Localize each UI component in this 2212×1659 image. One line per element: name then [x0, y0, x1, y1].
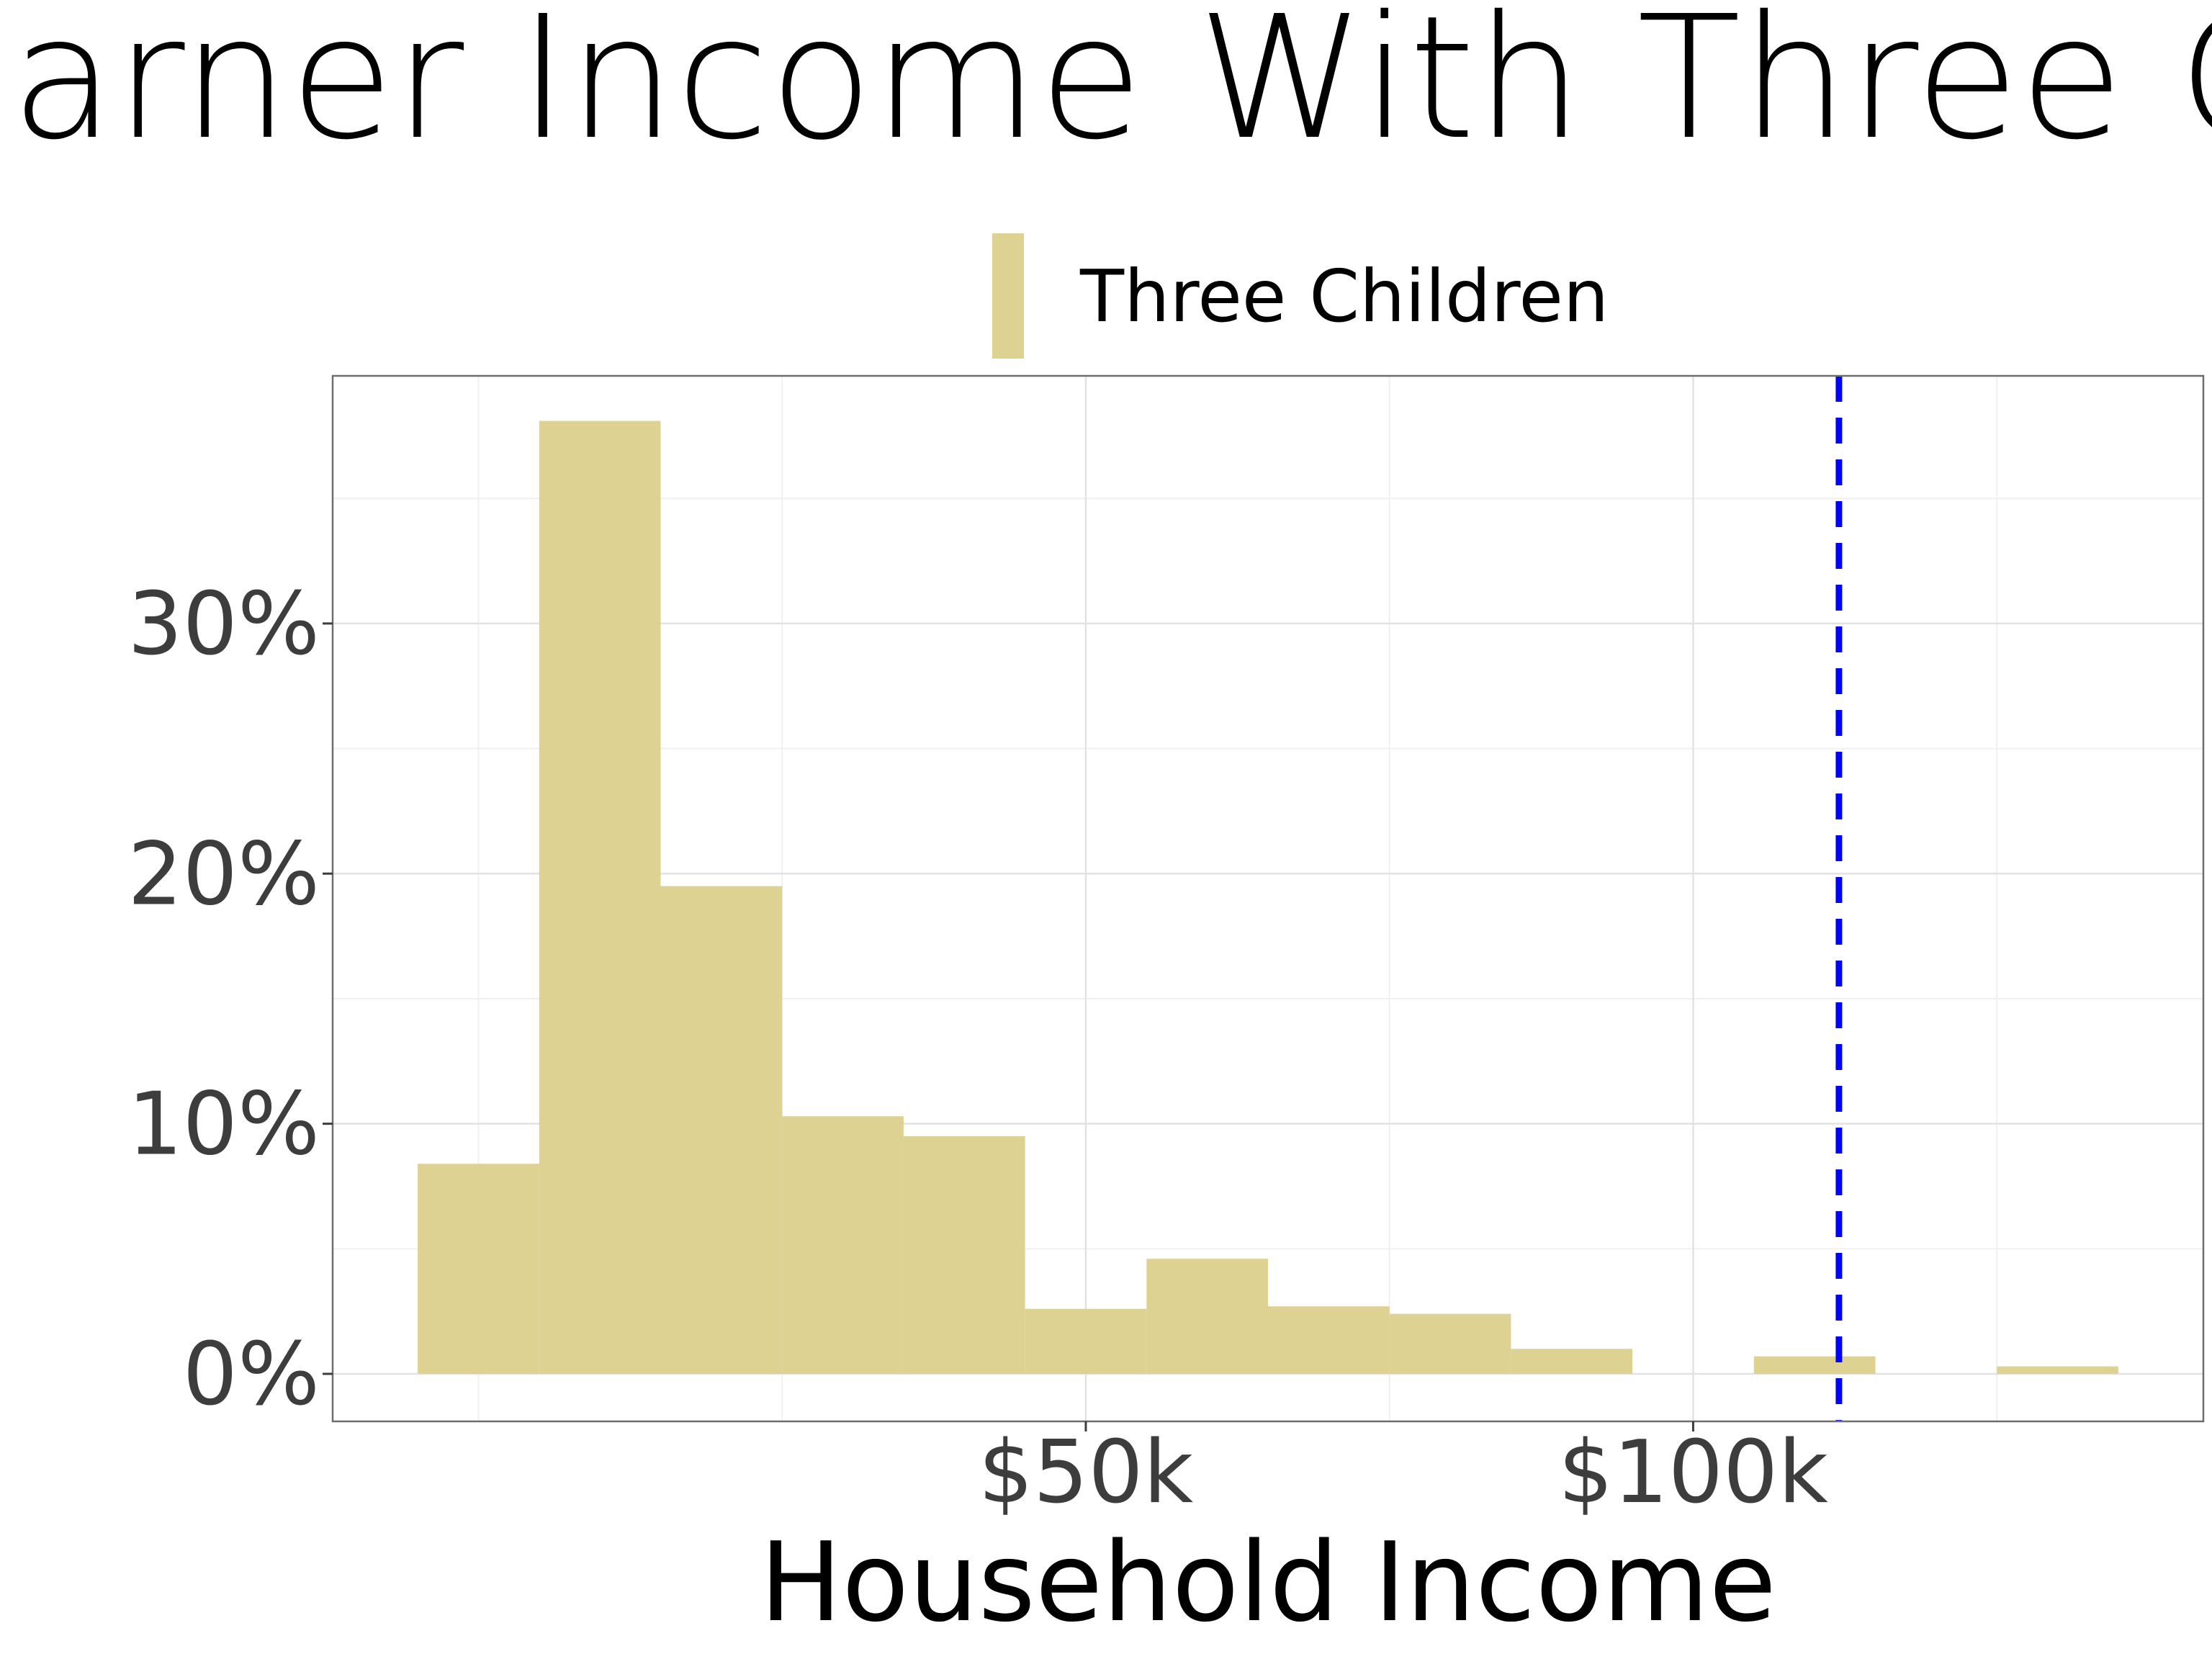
histogram-bar	[1511, 1349, 1633, 1374]
histogram-bar	[660, 886, 783, 1374]
y-tick-label: 20%	[127, 824, 320, 925]
histogram-bar	[418, 1164, 539, 1374]
x-tick-label: $50k	[979, 1423, 1194, 1523]
legend: Three Children	[992, 233, 1609, 359]
x-axis-title: Household Income	[760, 1519, 1776, 1646]
y-tick-label: 30%	[127, 575, 320, 675]
legend-label: Three Children	[1079, 254, 1609, 338]
y-tick-label: 0%	[183, 1325, 320, 1425]
histogram-bar	[1753, 1356, 1876, 1374]
chart-title: Single Earner Income With Three Children	[0, 0, 2212, 177]
histogram-bar	[903, 1136, 1025, 1374]
histogram-bar	[782, 1116, 904, 1374]
histogram-bar	[1997, 1366, 2118, 1374]
histogram-bar	[1389, 1313, 1511, 1374]
y-axis: 0% 10% 20% 30%	[127, 575, 333, 1425]
histogram-bar	[1025, 1308, 1147, 1374]
legend-swatch	[992, 233, 1024, 359]
histogram-bar	[1268, 1306, 1390, 1374]
bars	[418, 421, 2118, 1374]
plot-border	[331, 374, 2205, 1423]
x-axis: $50k $100k	[979, 1421, 1828, 1523]
histogram-bar	[1146, 1259, 1268, 1374]
histogram-bar	[539, 421, 661, 1374]
x-tick-label: $100k	[1558, 1423, 1828, 1523]
y-tick-label: 10%	[127, 1075, 320, 1175]
